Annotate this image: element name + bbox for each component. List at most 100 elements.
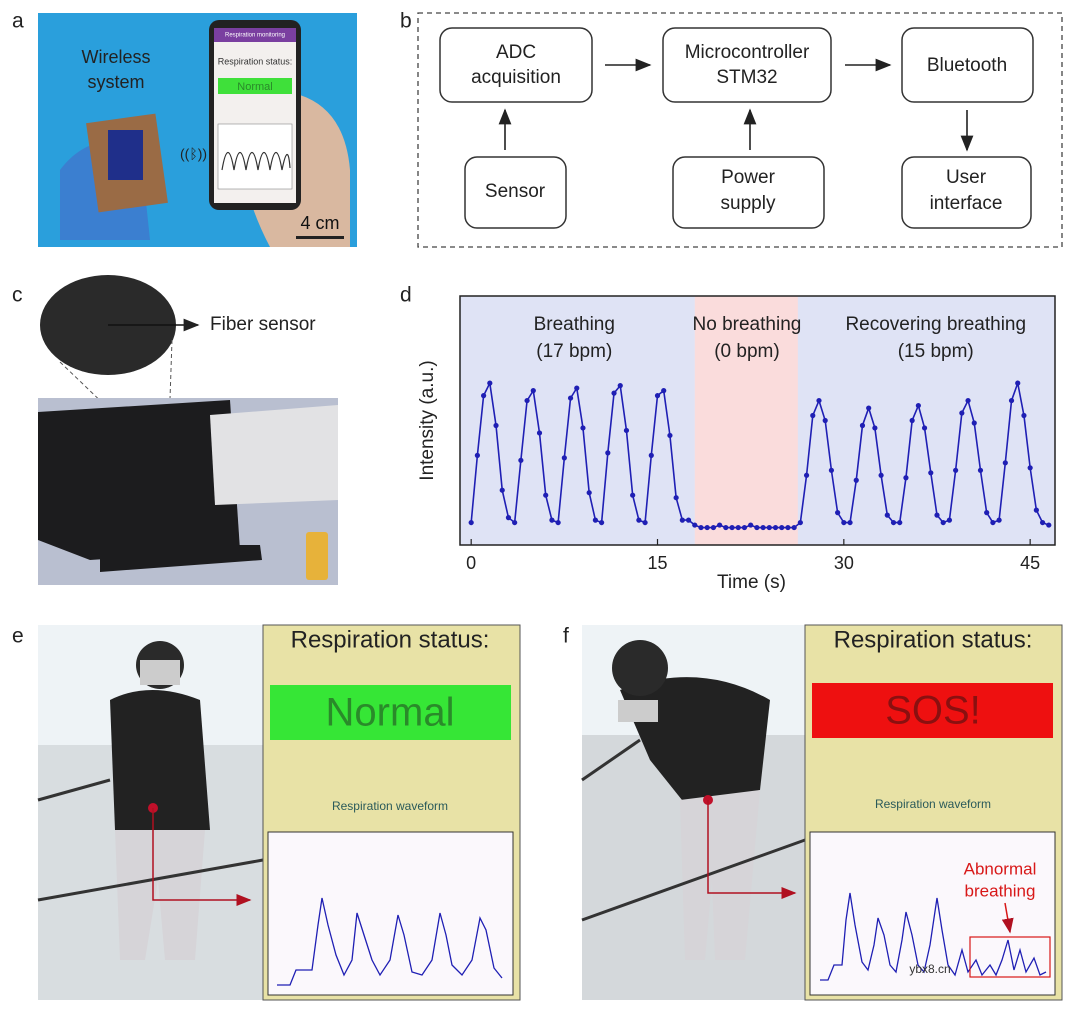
point [524,397,530,404]
point [953,467,959,473]
node-label: interface [930,193,1003,214]
point [617,383,623,389]
callout: Fiber sensor [210,314,316,335]
point [468,519,474,526]
point [685,517,692,523]
point [884,512,890,518]
point [828,467,835,473]
point [841,519,847,526]
annotation: (0 bpm) [714,341,779,362]
photo-stairs [37,625,264,1000]
point [1046,522,1052,528]
point [903,475,909,481]
point [543,492,549,498]
point [586,490,592,496]
line [470,380,1050,529]
point [897,519,903,526]
point [847,519,853,526]
point [859,422,866,429]
point [630,492,636,498]
status-label: Respiration status: [834,626,1033,653]
phone-header: Respiration monitoring [225,33,285,39]
point [710,524,717,531]
point [592,517,598,523]
point [481,393,487,399]
point [518,457,524,463]
point [555,519,561,526]
point [654,393,661,399]
node-label: STM32 [716,67,777,88]
point [717,522,723,528]
photo-wireless: ((ᛒ)) [38,13,357,247]
point [984,510,990,516]
point [754,524,760,531]
point [580,425,586,431]
point [735,524,741,531]
point [779,524,785,531]
point [760,524,766,531]
point [890,519,897,526]
point [493,422,499,429]
photo-lying [38,398,338,585]
phone-status: Normal [237,81,272,93]
point [741,524,748,531]
annotation-arrow [1001,902,1014,934]
y-axis-label: Intensity (a.u.) [417,360,438,480]
point [723,524,729,531]
status-bar [270,685,511,740]
point [648,452,654,458]
point [623,427,630,434]
point [921,425,928,431]
point [636,517,642,523]
point [512,519,518,526]
pointer-arrow [707,800,797,899]
waveform [820,892,1047,981]
point [567,395,574,401]
point [1027,465,1033,471]
watermark: ybx8.cn [909,962,950,976]
point [574,385,580,391]
point [940,519,946,526]
point [704,524,710,531]
node-box [672,156,825,229]
annotation: Recovering breathing [845,314,1026,335]
point [803,472,810,478]
waveform-label: Respiration waveform [875,797,991,811]
scale-bar-label: 4 cm [300,213,339,233]
point [872,425,878,431]
point [474,452,480,458]
point [698,524,704,531]
shaded-region [694,296,798,545]
point [810,412,816,419]
node-label: Microcontroller [685,42,810,63]
chart: Breathing (17 bpm) No breathing (0 bpm) Reco… [417,295,1056,593]
x-axis-label: Time (s) [717,572,786,593]
point [772,524,779,531]
point [487,380,493,386]
panel-label: e [12,625,24,648]
panel-label: a [12,10,24,33]
point [822,417,828,424]
point [785,524,791,531]
point [505,515,512,521]
point [642,519,648,526]
point [946,517,953,523]
point [971,420,977,426]
annotation: (15 bpm) [898,341,974,362]
point [1015,380,1021,386]
caption: system [87,72,144,92]
point [878,472,884,478]
point [766,524,772,531]
point [530,388,536,394]
x-tick-label: 15 [647,553,667,573]
panel-label: b [400,10,412,33]
highlight-box [969,936,1051,978]
point [853,477,859,483]
point [835,510,841,516]
point [536,430,543,436]
point [679,517,685,523]
panel-label: f [563,625,569,648]
node-label: ADC [496,42,536,63]
point [667,432,673,439]
